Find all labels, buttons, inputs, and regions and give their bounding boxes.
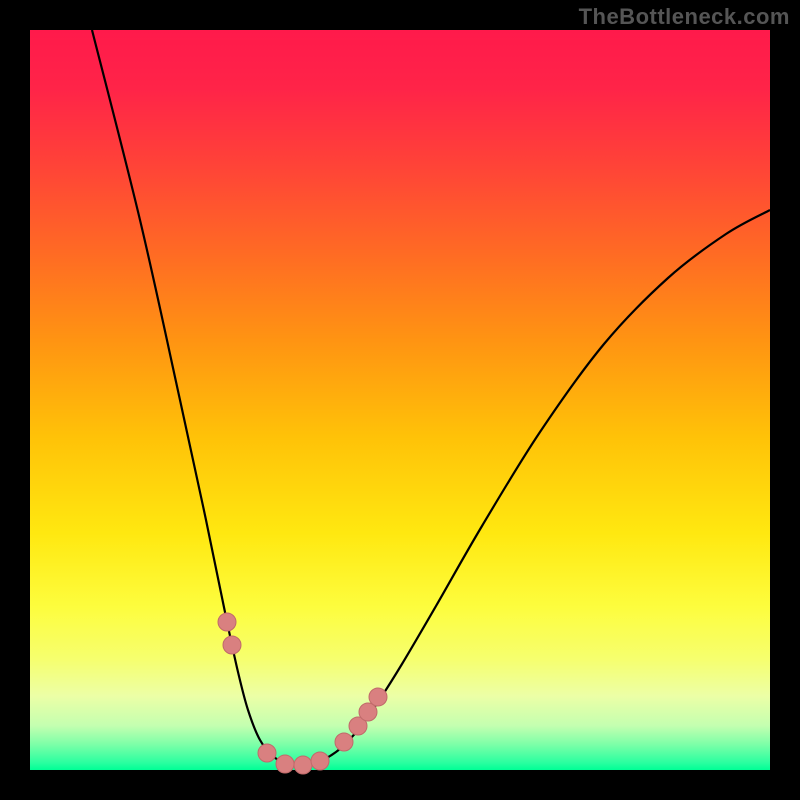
- chart-outer-frame: TheBottleneck.com: [0, 0, 800, 800]
- marker-point: [223, 636, 241, 654]
- watermark-text: TheBottleneck.com: [579, 4, 790, 30]
- marker-point: [218, 613, 236, 631]
- marker-point: [311, 752, 329, 770]
- plot-background: [30, 30, 770, 770]
- chart-svg: [0, 0, 800, 800]
- marker-point: [276, 755, 294, 773]
- marker-point: [369, 688, 387, 706]
- marker-point: [258, 744, 276, 762]
- marker-point: [294, 756, 312, 774]
- marker-point: [335, 733, 353, 751]
